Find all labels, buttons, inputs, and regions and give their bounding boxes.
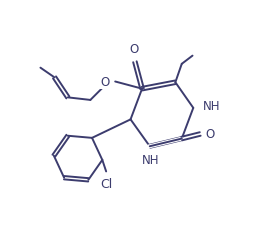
Text: O: O: [129, 42, 138, 56]
Text: NH: NH: [142, 154, 160, 167]
Text: O: O: [206, 128, 215, 141]
Text: NH: NH: [203, 100, 220, 113]
Text: Cl: Cl: [101, 177, 113, 190]
Text: O: O: [100, 76, 110, 89]
